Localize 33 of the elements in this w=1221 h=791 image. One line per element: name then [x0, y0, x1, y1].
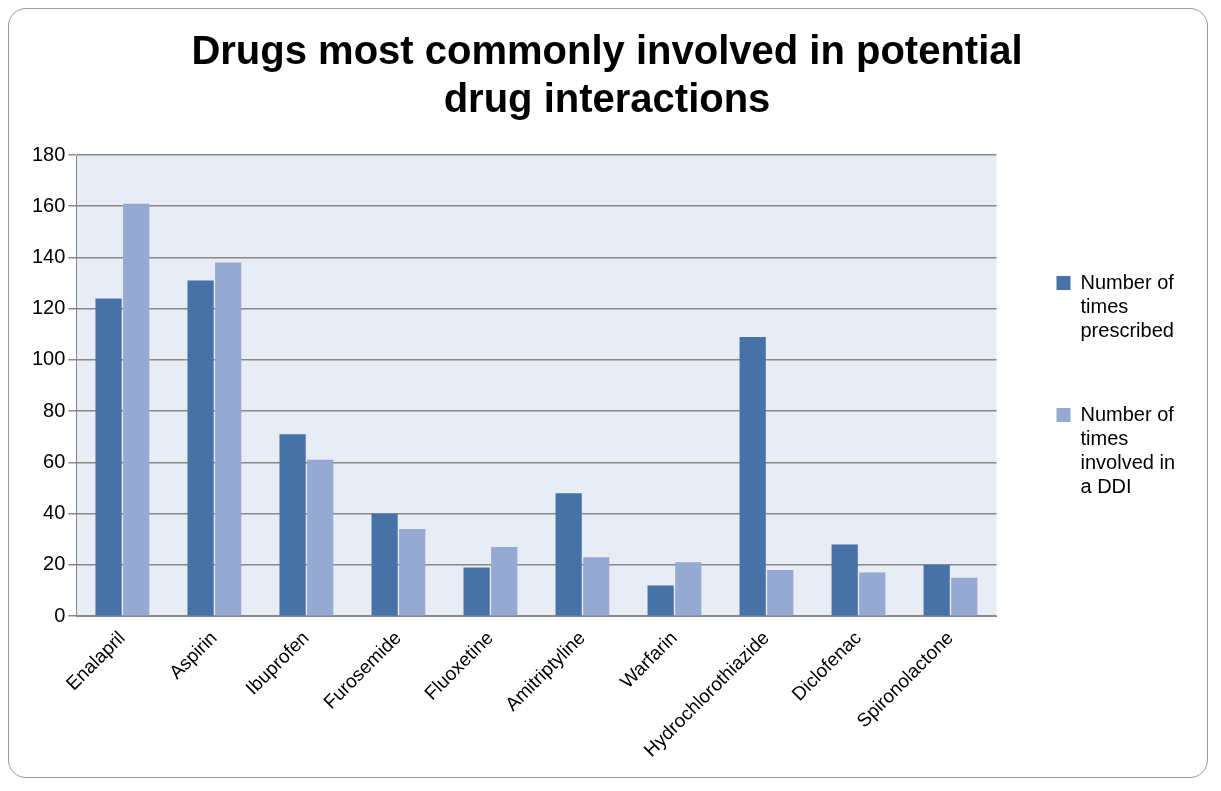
bar: [859, 572, 886, 616]
bar: [831, 544, 858, 616]
chart-title: Drugs most commonly involved in potential drug interactions: [191, 28, 1023, 121]
bar: [187, 280, 214, 616]
bar: [307, 459, 334, 616]
legend-label: Number of times prescribed: [1080, 270, 1175, 341]
bar: [739, 336, 766, 616]
legend-label: Number of times involved in a DDI: [1080, 402, 1176, 497]
y-tick-label: 180: [31, 142, 66, 165]
bar: [371, 513, 398, 616]
y-tick-label: 20: [43, 552, 66, 575]
bar: [95, 298, 122, 616]
bar: [923, 564, 950, 616]
bar: [123, 203, 150, 616]
y-tick-label: 100: [31, 347, 66, 370]
y-tick-label: 0: [54, 603, 66, 626]
y-tick-label: 140: [31, 244, 66, 267]
y-tick-label: 40: [43, 501, 66, 524]
bar: [675, 562, 702, 616]
bar: [491, 546, 518, 616]
y-tick-label: 60: [43, 449, 66, 472]
bar: [279, 434, 306, 616]
bar: [951, 577, 978, 616]
bar: [767, 570, 794, 616]
y-tick-label: 160: [31, 193, 66, 216]
y-tick-label: 120: [31, 296, 66, 319]
bar: [647, 585, 674, 616]
bar: [583, 557, 610, 616]
bar: [463, 567, 490, 616]
bar: [555, 493, 582, 616]
bar: [215, 262, 242, 616]
y-tick-label: 80: [43, 398, 66, 421]
bar: [399, 529, 426, 616]
